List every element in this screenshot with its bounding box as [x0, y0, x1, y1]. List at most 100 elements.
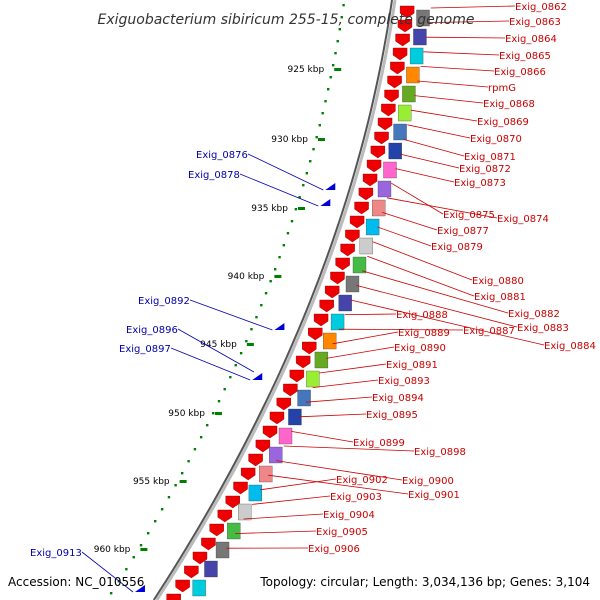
feature-block — [215, 541, 230, 559]
feature-block — [409, 47, 424, 65]
kbp-tick — [246, 343, 254, 346]
forward-gene-arrow — [319, 299, 334, 313]
forward-callout-line — [235, 530, 317, 534]
feature-block — [248, 484, 263, 502]
forward-gene-label: Exig_0895 — [366, 410, 418, 421]
feature-block — [259, 465, 273, 483]
forward-callout-line — [350, 299, 545, 346]
forward-gene-arrow — [269, 411, 285, 425]
feature-block — [359, 237, 373, 255]
tick-dot — [321, 112, 324, 115]
forward-gene-arrow — [362, 173, 378, 187]
forward-gene-arrow — [370, 145, 386, 159]
reverse-callout-line — [247, 153, 324, 191]
tick-dot — [125, 568, 128, 571]
tick-dot — [294, 208, 298, 211]
tick-dot — [187, 460, 190, 463]
forward-callout-line — [251, 495, 331, 505]
forward-gene-label: Exig_0870 — [470, 134, 522, 145]
feature-block — [416, 9, 430, 27]
tick-dot — [250, 328, 253, 331]
feature-block — [393, 123, 407, 141]
tick-dot — [206, 424, 209, 427]
forward-gene-arrow — [248, 453, 263, 467]
forward-callout-line — [332, 331, 399, 345]
forward-callout-line — [372, 241, 473, 281]
forward-gene-label: Exig_0883 — [517, 323, 569, 334]
gene-labels: Exig_0862 Exig_0863 Exig_0864 Exig_0865 Exig… — [30, 2, 596, 559]
forward-gene-arrow — [283, 383, 298, 397]
feature-block — [227, 522, 241, 540]
tick-dot — [329, 76, 332, 79]
forward-callout-line — [407, 124, 471, 139]
forward-gene-arrow — [374, 131, 389, 145]
tick-dot — [278, 256, 281, 259]
reverse-callout-line — [177, 328, 255, 373]
forward-gene-label: Exig_0903 — [330, 492, 382, 503]
callout-lines — [81, 5, 545, 593]
kbp-tick — [317, 138, 325, 141]
forward-gene-arrow — [381, 103, 396, 117]
tick-dot — [132, 556, 135, 559]
feature-block — [204, 560, 218, 578]
forward-gene-arrow — [166, 593, 181, 600]
forward-gene-arrow — [345, 229, 360, 243]
tick-dot — [334, 52, 337, 55]
forward-callout-line — [243, 513, 324, 520]
forward-gene-arrow — [302, 341, 317, 355]
feature-block — [269, 446, 283, 464]
tick-dot — [298, 196, 301, 199]
backbone-outer — [152, 0, 393, 600]
feature-block — [365, 218, 380, 236]
forward-gene-label: Exig_0891 — [386, 360, 438, 371]
tick-dot — [290, 220, 294, 223]
forward-gene-arrow — [340, 243, 355, 257]
reverse-gene-arrow — [274, 323, 285, 330]
forward-gene-label: Exig_0881 — [474, 292, 526, 303]
tick-dot — [160, 508, 164, 511]
forward-gene-arrow — [209, 523, 224, 537]
forward-gene-arrow — [392, 47, 408, 61]
tick-dot — [167, 496, 171, 499]
tick-dot — [286, 232, 290, 235]
forward-callout-line — [356, 285, 518, 328]
forward-callout-line — [260, 478, 337, 491]
tick-dot — [229, 376, 232, 379]
tick-dot — [324, 100, 327, 103]
feature-block — [397, 104, 412, 122]
forward-gene-arrow — [233, 481, 248, 495]
forward-gene-label: Exig_0862 — [515, 2, 567, 13]
reverse-callout-line — [170, 347, 251, 381]
forward-gene-label: Exig_0899 — [353, 438, 405, 449]
reverse-callout-line — [239, 173, 319, 207]
forward-callout-line — [420, 66, 495, 72]
forward-callout-line — [417, 80, 489, 88]
tick-dot — [331, 64, 335, 67]
reverse-gene-label: Exig_0876 — [196, 150, 248, 161]
feature-block — [388, 142, 402, 160]
kbp-tick — [334, 68, 342, 71]
tick-dot — [269, 280, 272, 283]
forward-gene-arrow — [240, 467, 256, 481]
tick-dot — [255, 316, 258, 319]
forward-callout-line — [367, 255, 475, 297]
accession-text: Accession: NC_010556 — [8, 575, 144, 589]
tick-dot — [180, 472, 184, 475]
reverse-gene-arrow — [325, 183, 336, 190]
forward-gene-arrow — [366, 159, 382, 173]
feature-block — [330, 313, 345, 331]
forward-callout-line — [361, 270, 509, 314]
tick-dot — [273, 268, 277, 271]
tick-dot — [309, 160, 312, 163]
forward-callout-line — [414, 95, 484, 104]
feature-block — [345, 275, 360, 293]
map-title: Exiguobacterium sibiricum 255-15, comple… — [97, 12, 474, 28]
tick-dot — [338, 28, 342, 31]
tick-dot — [305, 172, 309, 175]
kbp-label: 940 kbp — [228, 272, 265, 282]
forward-callout-line — [326, 346, 395, 359]
tick-dot — [340, 16, 343, 19]
tick-dot — [154, 520, 157, 523]
kbp-tick — [297, 207, 305, 210]
